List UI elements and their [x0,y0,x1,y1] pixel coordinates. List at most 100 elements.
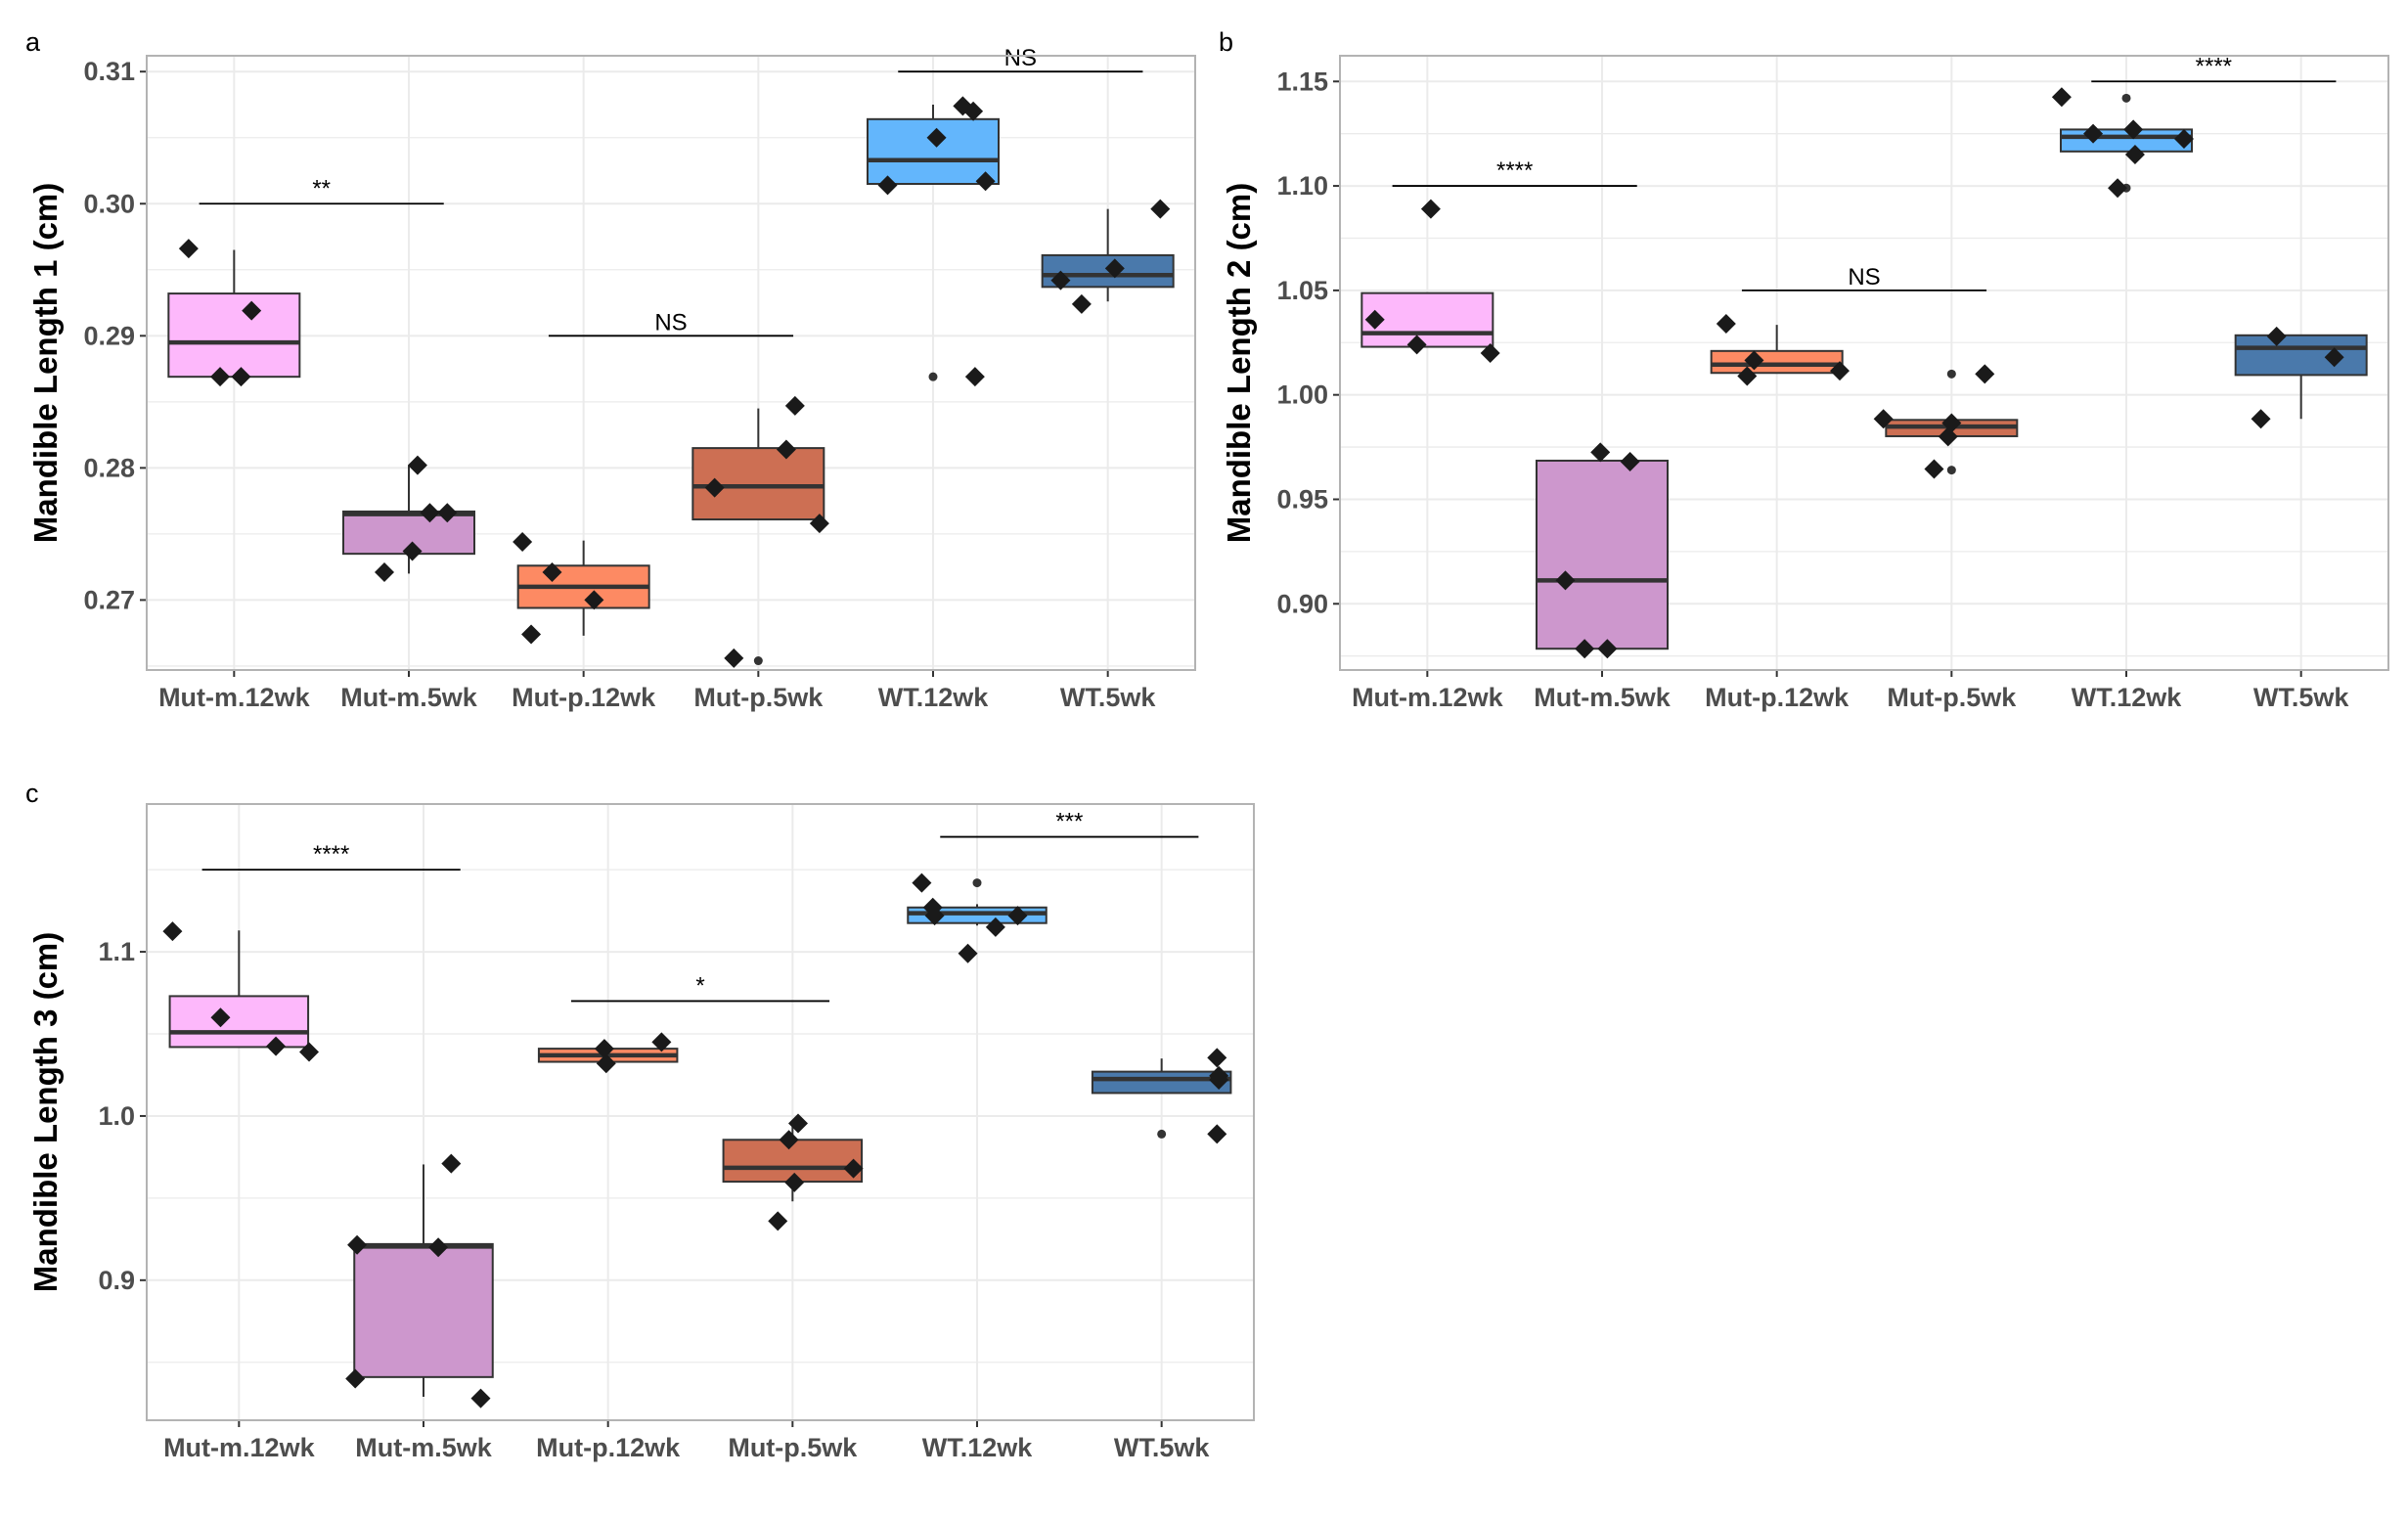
data-point [1975,364,1995,384]
data-point [2108,178,2128,199]
data-point [2124,145,2145,165]
x-tick-label: WT.5wk [1114,1433,1211,1462]
y-tick-label: 0.31 [83,57,135,86]
panel-letter: a [25,27,41,57]
data-point [299,1042,320,1062]
data-point [210,367,231,387]
data-point [2051,87,2072,108]
x-tick-label: WT.12wk [2072,683,2183,712]
data-point [776,439,796,460]
y-axis-title: Mandible Length 3 (cm) [27,932,64,1293]
data-point [1941,413,1962,433]
data-point [2083,123,2104,144]
data-point [924,906,945,926]
data-point [779,1130,799,1150]
panel-border [1339,55,2389,671]
data-point [210,1007,231,1028]
y-tick-label: 0.90 [1276,589,1328,618]
box [353,1242,494,1378]
x-tick-label: Mut-m.12wk [158,683,311,712]
box-outlier [928,372,938,381]
data-point [437,503,458,523]
y-tick-label: 1.15 [1276,67,1328,96]
box-outlier [2121,93,2131,103]
data-point [2251,409,2271,429]
data-point [428,1237,449,1258]
x-tick-label: Mut-p.12wk [536,1433,681,1462]
significance-label: **** [313,841,349,868]
data-point [374,562,394,583]
box-outlier [972,878,982,888]
data-point [963,101,984,121]
significance-label: * [695,972,704,999]
data-point [1420,199,1441,219]
data-point [912,872,932,893]
y-tick-label: 1.10 [1276,171,1328,201]
y-tick-label: 0.9 [98,1266,135,1295]
data-point [2123,119,2144,140]
data-point [402,541,423,561]
panel-border [146,55,1196,671]
data-point [843,1158,864,1179]
data-point [596,1053,616,1074]
y-tick-label: 1.05 [1276,276,1328,305]
significance-label: *** [1055,809,1083,835]
data-point [1716,314,1736,335]
data-point [1744,350,1764,371]
panel-border [146,803,1255,1421]
data-point [1938,426,1958,447]
data-point [594,1039,614,1059]
y-axis-title: Mandible Length 2 (cm) [1221,183,1257,544]
x-tick-label: WT.5wk [1060,683,1157,712]
x-tick-label: WT.12wk [878,683,990,712]
data-point [1737,366,1758,386]
y-tick-label: 1.00 [1276,380,1328,410]
data-point [768,1211,788,1231]
significance-label: **** [1496,157,1533,184]
y-tick-label: 1.1 [98,937,135,966]
panel-b: b 0.90 0.95 1.00 1.05 1.10 1.15 Mut-m.12wk Mut-m… [1219,27,2389,712]
panel-c: c 0.9 1.0 1.1 Mut-m.12wk Mut-m.5wk Mut-p.12wk M… [25,779,1255,1462]
x-tick-label: Mut-p.5wk [693,683,824,712]
significance-label: **** [2196,53,2232,79]
data-point [470,1388,491,1409]
data-point [2266,326,2287,346]
data-point [1207,1048,1227,1068]
data-point [1597,639,1618,659]
data-point [242,300,262,321]
significance-label: ** [312,175,331,201]
x-tick-label: Mut-m.5wk [340,683,477,712]
box [2060,128,2193,153]
box-outlier [1157,1129,1167,1139]
data-point [542,562,562,583]
data-point [1924,459,1944,479]
data-point [704,477,725,498]
data-point [1104,258,1125,279]
data-point [809,514,829,534]
data-point [1555,570,1576,591]
box [867,117,1000,186]
data-point [266,1036,287,1056]
data-point [1873,409,1894,429]
data-point [1150,199,1171,219]
data-point [231,367,251,387]
data-point [513,531,533,552]
data-point [958,943,978,963]
data-point [651,1032,672,1052]
x-tick-label: Mut-p.5wk [728,1433,858,1462]
data-point [407,455,427,475]
data-point [985,917,1005,937]
box [1536,459,1669,650]
data-point [787,1113,808,1134]
significance-label: NS [1004,45,1037,71]
y-axis-title: Mandible Length 1 (cm) [27,183,64,544]
panel-a: a 0.27 0.28 0.29 0.30 0.31 Mut-m.12wk Mut-m.5wk… [25,27,1196,712]
data-point [877,175,898,196]
box [167,292,301,379]
data-point [2173,129,2194,150]
y-tick-label: 0.27 [83,585,135,614]
data-point [521,624,542,645]
data-point [1620,452,1640,472]
data-point [1007,906,1028,926]
